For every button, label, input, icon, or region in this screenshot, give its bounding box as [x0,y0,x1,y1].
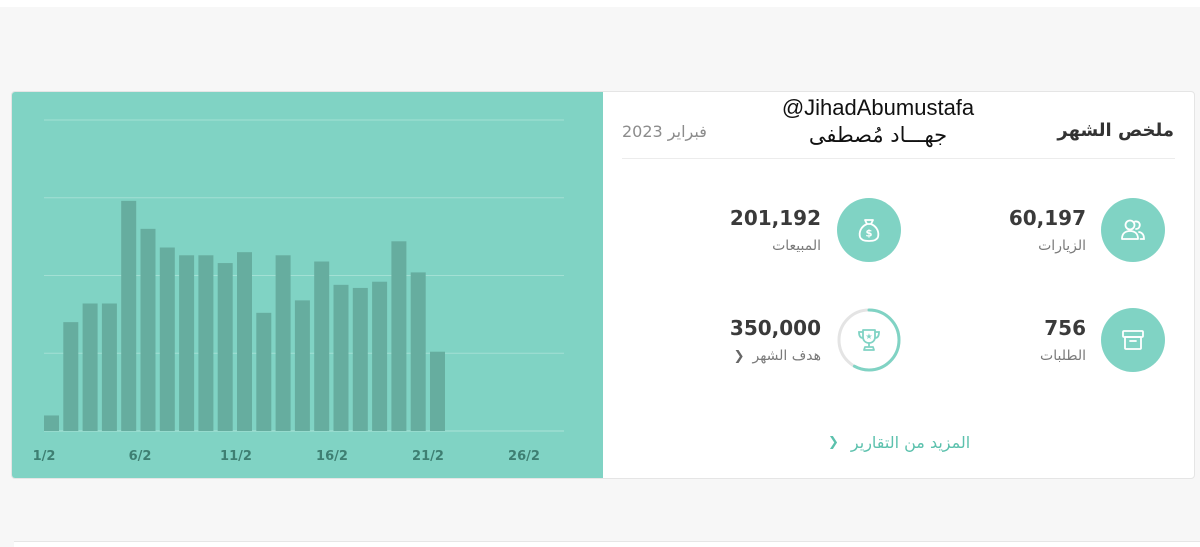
orders-stat: 756 الطلبات [1040,316,1086,364]
goal-progress-ring [837,308,901,372]
bar-7/2 [159,247,175,431]
sales-value: 201,192 [729,206,821,230]
goal-value: 350,000 [729,316,821,340]
summary-title: ملخص الشهر [1057,120,1174,141]
svg-text:$: $ [866,229,873,240]
goal-link[interactable]: ❯ هدف الشهر [730,348,821,364]
visits-icon-circle [1101,198,1165,262]
bar-12/2 [256,312,272,431]
top-strip [0,0,1200,7]
bar-8/2 [179,255,195,431]
bar-20/2 [410,272,426,431]
bar-1/2 [44,415,59,431]
chevron-right-icon: ❯ [828,435,839,450]
x-tick-label: 6/2 [129,449,152,464]
x-tick-label: 26/2 [508,449,540,464]
visits-value: 60,197 [1008,206,1086,230]
sales-label: المبيعات [772,238,821,254]
month-summary-card: 1/2 6/2 11/2 16/2 21/2 26/2 ملخص الشهر فبراير… [11,91,1195,479]
bar-6/2 [140,228,156,431]
goal-label: هدف الشهر [752,348,821,364]
goal-stat: 350,000 ❯ هدف الشهر [730,316,821,364]
watermark-handle: @JihadAbumustafa [781,95,975,120]
watermark-name: جهـــاد مُصطفى [808,122,948,147]
more-reports-label: المزيد من التقارير [850,433,971,452]
orders-label: الطلبات [1040,348,1086,364]
chevron-right-icon: ❯ [733,348,745,364]
visits-label: الزيارات [1038,238,1086,254]
bar-2/2 [63,322,79,431]
sales-stat: 201,192 المبيعات [730,206,821,254]
watermark: @JihadAbumustafa جهـــاد مُصطفى [763,94,993,148]
bar-4/2 [101,303,117,431]
bar-15/2 [314,261,330,431]
bar-17/2 [352,287,368,431]
bar-16/2 [333,284,349,431]
money-bag-icon: $ [858,219,880,242]
summary-panel: ملخص الشهر فبراير 2023 @JihadAbumustafa … [603,92,1194,478]
x-tick-label: 1/2 [33,449,56,464]
sales-icon-circle: $ [837,198,901,262]
orders-value: 756 [1044,316,1086,340]
bar-10/2 [217,263,233,431]
divider [622,158,1175,159]
bar-11/2 [237,252,252,431]
x-tick-label: 21/2 [412,449,444,464]
bar-19/2 [391,241,407,431]
trophy-icon: ★ [858,329,880,351]
sales-chart-panel: 1/2 6/2 11/2 16/2 21/2 26/2 [12,92,603,478]
visits-stat: 60,197 الزيارات [1009,206,1086,254]
x-tick-label: 16/2 [316,449,348,464]
bar-14/2 [294,300,310,431]
box-icon [1122,330,1144,350]
more-reports-link[interactable]: ❯ المزيد من التقارير [828,433,970,452]
x-tick-label: 11/2 [220,449,252,464]
goal-icon-circle: ★ [837,308,901,372]
bar-3/2 [82,303,98,431]
bar-9/2 [198,255,214,431]
next-card-edge [14,541,1200,547]
bar-21/2 [430,351,445,431]
summary-month: فبراير 2023 [622,122,707,141]
svg-text:★: ★ [865,332,872,341]
daily-bar-chart: 1/2 6/2 11/2 16/2 21/2 26/2 [33,119,564,464]
bar-18/2 [372,281,388,431]
bar-5/2 [121,200,137,431]
users-icon [1121,219,1145,240]
bar-13/2 [275,255,291,431]
orders-icon-circle [1101,308,1165,372]
